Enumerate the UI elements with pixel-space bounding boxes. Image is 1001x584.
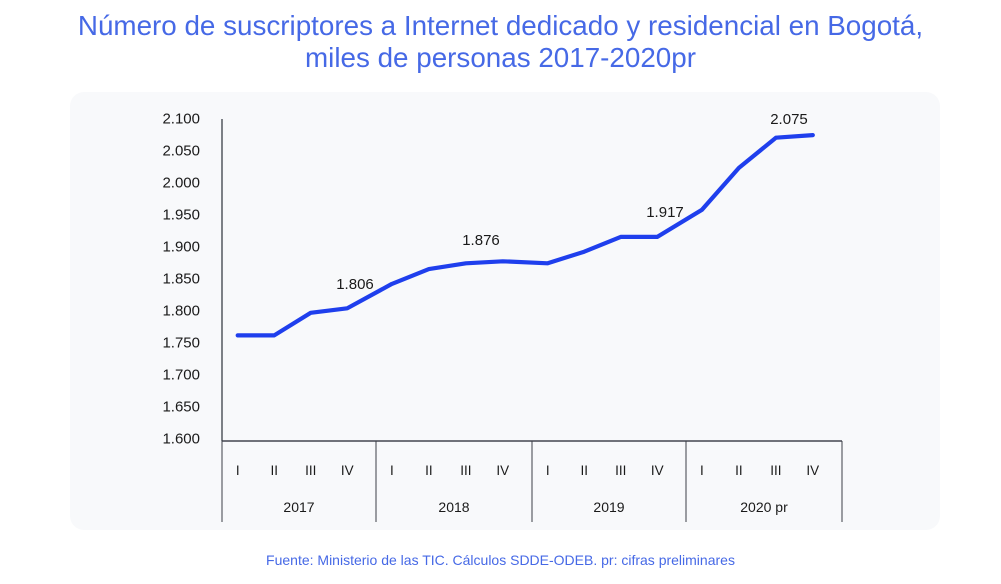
svg-text:I: I (700, 463, 704, 478)
svg-text:I: I (546, 463, 550, 478)
svg-text:2019: 2019 (593, 499, 624, 515)
svg-text:II: II (580, 463, 588, 478)
svg-text:IV: IV (651, 463, 664, 478)
svg-text:2.075: 2.075 (770, 111, 808, 128)
svg-text:1.806: 1.806 (336, 276, 374, 293)
svg-text:2017: 2017 (283, 499, 314, 515)
svg-text:I: I (390, 463, 394, 478)
svg-text:III: III (460, 463, 471, 478)
svg-text:2018: 2018 (438, 499, 469, 515)
svg-text:I: I (236, 463, 240, 478)
svg-text:III: III (770, 463, 781, 478)
svg-text:2020 pr: 2020 pr (740, 499, 788, 515)
svg-text:IV: IV (341, 463, 354, 478)
svg-text:II: II (270, 463, 278, 478)
svg-text:II: II (735, 463, 743, 478)
svg-text:1.917: 1.917 (646, 204, 684, 221)
svg-text:IV: IV (806, 463, 819, 478)
svg-text:III: III (305, 463, 316, 478)
svg-text:1.876: 1.876 (462, 232, 500, 249)
svg-text:IV: IV (496, 463, 509, 478)
svg-text:III: III (615, 463, 626, 478)
svg-text:II: II (425, 463, 433, 478)
